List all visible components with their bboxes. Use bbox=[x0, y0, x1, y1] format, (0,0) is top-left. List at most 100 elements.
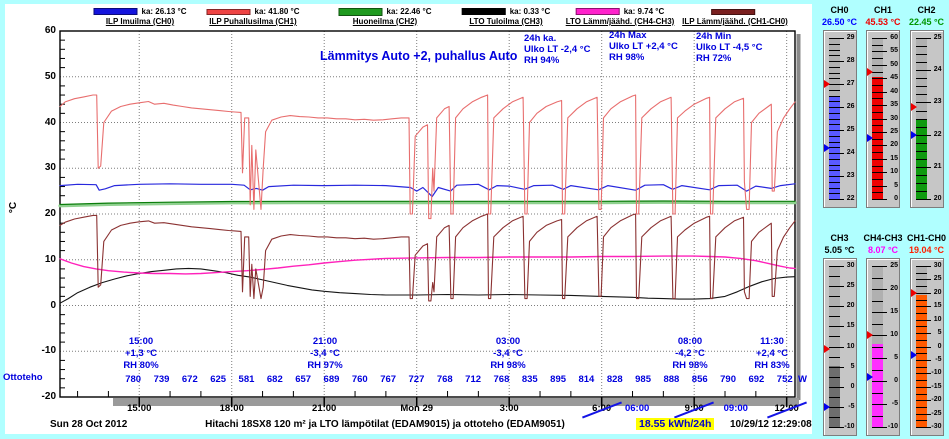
gauge-tick bbox=[828, 66, 840, 68]
gauge-scale-label: 15 bbox=[890, 154, 898, 162]
gauge-scale-label: -10 bbox=[844, 423, 855, 430]
gauge-thermometer: 30 25 20 15 10 5 0 -5 -10 bbox=[822, 258, 857, 436]
gauge-tick bbox=[872, 125, 883, 127]
gauge-tick bbox=[915, 306, 931, 308]
gauge-scale-label: 20 bbox=[933, 195, 942, 202]
legend-channel-name: ILP Lämm/jäähd. (CH1-CH0) bbox=[682, 17, 788, 26]
gauge-tick bbox=[828, 427, 844, 428]
gauge-tick bbox=[872, 277, 883, 279]
gauge-scale-label: 0 bbox=[894, 377, 898, 384]
legend-average-value: ka: 9.74 °C bbox=[623, 7, 665, 16]
gauge-tick bbox=[915, 134, 931, 136]
gauge-value: 5.05 °C bbox=[824, 245, 855, 255]
gauge-thermometer: 60 55 50 45 40 35 30 25 20 15 10 5 0 bbox=[866, 30, 900, 208]
x-axis-tick-label: 6:00 bbox=[592, 403, 612, 414]
gauge-tick bbox=[872, 323, 883, 325]
gauge-title: CH1 bbox=[873, 5, 892, 15]
gauge-tick bbox=[915, 299, 927, 301]
gauge-tick bbox=[872, 199, 887, 200]
gauge-max-marker bbox=[867, 331, 873, 339]
y-axis-tick-label: 50 bbox=[44, 70, 56, 82]
gauge-tick bbox=[828, 170, 840, 172]
power-value: 888 bbox=[663, 374, 680, 385]
gauge-tick bbox=[872, 427, 887, 428]
gauge-scale-label: 25 bbox=[933, 34, 942, 41]
gauge-tick bbox=[915, 353, 927, 355]
gauge-tick bbox=[828, 187, 840, 189]
gauge-scale-label: 25 bbox=[890, 127, 898, 135]
gauge-tick bbox=[828, 416, 840, 418]
gauge-tick bbox=[872, 64, 887, 66]
legend-channel-name: ILP Puhallusilma (CH1) bbox=[209, 17, 297, 26]
energy-badge: 18.55 kWh/24h bbox=[636, 418, 715, 430]
gauge-tick bbox=[872, 152, 883, 153]
gauge-value: 26.50 °C bbox=[821, 17, 858, 27]
gauge-tick bbox=[915, 393, 927, 395]
gauge-scale-label: 25 bbox=[890, 262, 898, 269]
gauge-tick bbox=[828, 78, 840, 80]
gauge-scale-label: -20 bbox=[931, 396, 942, 404]
gauge-scale-label: -5 bbox=[935, 355, 942, 363]
legend-item: ka: 41.80 °C ILP Puhallusilma (CH1) bbox=[206, 7, 300, 27]
gauge-tick bbox=[872, 38, 887, 39]
power-value: 682 bbox=[266, 374, 283, 385]
gauge-tick bbox=[915, 174, 927, 176]
gauge-tick bbox=[915, 38, 931, 39]
gauge-tick bbox=[915, 413, 931, 415]
gauge-tick bbox=[915, 94, 927, 96]
legend-swatch bbox=[206, 8, 251, 15]
gauge-tick bbox=[828, 124, 840, 126]
gauge-tick bbox=[872, 404, 887, 405]
gauge-tick bbox=[915, 272, 927, 274]
gauge-tick bbox=[828, 366, 844, 368]
power-value: 739 bbox=[153, 374, 170, 385]
gauge-tick bbox=[915, 70, 931, 72]
gauge-scale-label: 24 bbox=[933, 66, 942, 74]
gauge-scale-label: -5 bbox=[848, 402, 855, 410]
gauge-scale-label: 35 bbox=[890, 101, 898, 109]
y-axis-tick-label: 60 bbox=[44, 25, 56, 36]
gauge-tick bbox=[915, 78, 927, 80]
gauge-tick bbox=[872, 165, 883, 167]
gauge-fill bbox=[872, 343, 883, 427]
gauge-tick bbox=[915, 406, 927, 408]
gauge-tick bbox=[828, 135, 840, 137]
gauge-tick bbox=[872, 71, 883, 73]
gauge-min-marker bbox=[867, 372, 873, 381]
y-axis-tick-label: 10 bbox=[44, 253, 56, 265]
gauge-min-marker bbox=[867, 134, 873, 143]
gauge-row: CH3 5.05 °C 30 25 20 15 10 5 0 -5 -10 CH4-CH3 8.07 °… bbox=[817, 233, 949, 436]
gauge-tick bbox=[872, 346, 883, 348]
gauge-ch4-ch3: CH4-CH3 8.07 °C 25 20 15 10 5 0 -5 -10 bbox=[863, 233, 904, 436]
gauge-scale-label: 5 bbox=[894, 181, 898, 189]
gauge-scale-label: 40 bbox=[890, 87, 898, 95]
stat-box: 24h Max Ulko LT +2,4 °C RH 98% bbox=[609, 30, 678, 63]
y-axis-tick-label: 0 bbox=[50, 299, 56, 311]
x-axis-tick-label: 15:00 bbox=[127, 403, 152, 414]
stat-box: 24h Min Ulko LT -4,5 °C RH 72% bbox=[696, 31, 763, 64]
power-value: 828 bbox=[606, 374, 623, 385]
gauge-tick bbox=[915, 333, 931, 335]
gauge-tick bbox=[872, 192, 883, 194]
mode-annotation: Lämmitys Auto +2, puhallus Auto bbox=[320, 49, 518, 63]
power-value: 767 bbox=[380, 374, 397, 385]
gauge-tick bbox=[915, 86, 927, 88]
gauge-tick bbox=[915, 142, 927, 144]
legend-average-value: ka: 41.80 °C bbox=[254, 7, 300, 16]
gauge-scale-label: -5 bbox=[891, 400, 898, 407]
gauge-title: CH2 bbox=[917, 5, 936, 15]
gauge-ch2: CH2 22.45 °C 25 24 23 22 21 20 bbox=[906, 5, 947, 208]
gauge-tick bbox=[915, 427, 931, 428]
legend-average-value: ka: 0.33 °C bbox=[509, 7, 551, 16]
y-axis-tick-label: -20 bbox=[41, 391, 56, 402]
legend-average-value: ka: 26.13 °C bbox=[141, 7, 187, 16]
gauge-min-marker bbox=[910, 350, 917, 359]
gauge-thermometer: 25 24 23 22 21 20 bbox=[909, 30, 944, 208]
gauge-tick bbox=[915, 319, 931, 321]
gauge-ch0: CH0 26.50 °C 29 28 27 26 25 24 23 22 bbox=[819, 5, 860, 208]
gauge-scale-label: 21 bbox=[933, 162, 942, 170]
gauge-tick bbox=[872, 131, 887, 133]
stat-box: 24h ka. Ulko LT -2,4 °C RH 94% bbox=[524, 33, 591, 66]
gauge-max-marker bbox=[910, 288, 917, 297]
